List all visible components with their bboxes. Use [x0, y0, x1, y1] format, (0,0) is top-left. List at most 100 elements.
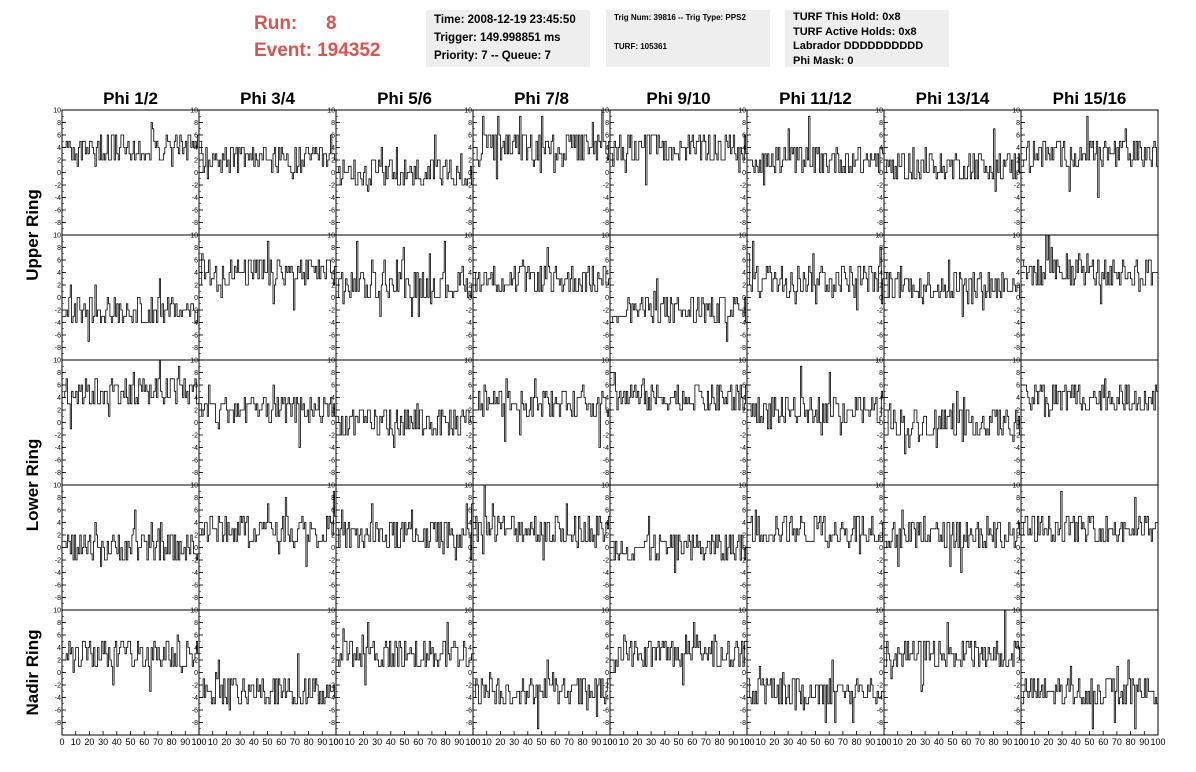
y-tick-label: -2 — [466, 308, 472, 315]
y-tick-label: -2 — [603, 433, 609, 440]
x-tick-label: 50 — [125, 737, 135, 747]
y-tick-label: 10 — [190, 483, 198, 490]
y-tick-label: 6 — [331, 508, 335, 515]
y-tick-label: -8 — [55, 220, 61, 227]
y-tick-label: -2 — [603, 183, 609, 190]
x-tick-label: 20 — [84, 737, 94, 747]
y-tick-label: 0 — [468, 670, 472, 677]
y-tick-label: -2 — [329, 433, 335, 440]
x-tick-label: 90 — [865, 737, 875, 747]
x-tick-label: 90 — [180, 737, 190, 747]
y-tick-label: -8 — [466, 720, 472, 727]
x-tick-label: 80 — [715, 737, 725, 747]
x-tick-label: 40 — [386, 737, 396, 747]
y-tick-label: -4 — [1014, 195, 1020, 202]
y-tick-label: 8 — [742, 495, 746, 502]
y-tick-label: -6 — [55, 458, 61, 465]
y-tick-label: -4 — [55, 195, 61, 202]
waveform-trace — [337, 503, 474, 561]
x-tick-label: 0 — [333, 737, 338, 747]
x-tick-label: 40 — [660, 737, 670, 747]
y-tick-label: 0 — [331, 670, 335, 677]
y-tick-label: 8 — [605, 120, 609, 127]
y-tick-label: -8 — [1014, 220, 1020, 227]
panel-frame — [472, 359, 611, 486]
y-tick-label: -6 — [740, 333, 746, 340]
waveform-trace — [474, 659, 611, 730]
y-tick-label: 10 — [53, 483, 61, 490]
y-tick-label: 6 — [57, 258, 61, 265]
x-tick-label: 100 — [1013, 737, 1028, 747]
y-tick-label: 4 — [879, 520, 883, 527]
waveform-trace — [885, 609, 1022, 692]
y-tick-label: 10 — [738, 233, 746, 240]
panel-frame — [746, 609, 885, 736]
y-tick-label: -2 — [55, 308, 61, 315]
x-tick-label: 80 — [167, 737, 177, 747]
y-tick-label: 6 — [742, 633, 746, 640]
x-tick-label: 100 — [191, 737, 206, 747]
column-title: Phi 5/6 — [377, 89, 432, 108]
panel-frame — [1020, 484, 1159, 611]
y-tick-label: 0 — [742, 170, 746, 177]
y-tick-label: -2 — [740, 433, 746, 440]
y-tick-label: 6 — [194, 508, 198, 515]
waveform-trace — [748, 365, 885, 436]
y-tick-label: 4 — [57, 145, 61, 152]
y-tick-label: -4 — [1014, 320, 1020, 327]
y-tick-label: 10 — [875, 358, 883, 365]
y-tick-label: 0 — [57, 420, 61, 427]
y-tick-label: -4 — [55, 445, 61, 452]
x-tick-label: 90 — [1139, 737, 1149, 747]
panel-frame — [1020, 359, 1159, 486]
y-tick-label: -2 — [877, 433, 883, 440]
y-tick-label: -2 — [1014, 683, 1020, 690]
y-tick-label: 4 — [605, 395, 609, 402]
y-tick-label: -2 — [740, 308, 746, 315]
y-tick-label: 8 — [331, 245, 335, 252]
waveform-trace — [1022, 234, 1158, 305]
y-tick-label: 0 — [468, 170, 472, 177]
x-tick-label: 50 — [810, 737, 820, 747]
y-tick-label: 6 — [879, 508, 883, 515]
y-tick-label: -4 — [329, 570, 335, 577]
x-tick-label: 70 — [838, 737, 848, 747]
y-tick-label: 6 — [331, 383, 335, 390]
x-tick-label: 30 — [235, 737, 245, 747]
y-tick-label: -4 — [877, 195, 883, 202]
y-tick-label: 10 — [190, 233, 198, 240]
waveform-trace — [885, 509, 1022, 573]
y-tick-label: 10 — [327, 483, 335, 490]
x-tick-label: 100 — [739, 737, 754, 747]
y-tick-label: 6 — [742, 508, 746, 515]
trigger-text: Trigger: 149.998851 ms — [434, 32, 561, 44]
x-tick-label: 0 — [744, 737, 749, 747]
y-tick-label: -6 — [192, 333, 198, 340]
y-tick-label: 8 — [879, 495, 883, 502]
y-tick-label: -8 — [55, 720, 61, 727]
x-tick-label: 10 — [345, 737, 355, 747]
turf-this-hold-text: TURF This Hold: 0x8 — [793, 11, 901, 23]
y-tick-label: 10 — [1012, 358, 1020, 365]
y-tick-label: -8 — [55, 345, 61, 352]
y-tick-label: 2 — [331, 658, 335, 665]
y-tick-label: -6 — [329, 208, 335, 215]
panel-frame — [472, 234, 611, 361]
run-event-header: Run: 8 Event: 194352 — [254, 10, 380, 64]
y-tick-label: 2 — [331, 408, 335, 415]
y-tick-label: -4 — [55, 320, 61, 327]
y-tick-label: 4 — [605, 520, 609, 527]
x-tick-label: 0 — [196, 737, 201, 747]
x-tick-label: 20 — [906, 737, 916, 747]
y-tick-label: 2 — [879, 658, 883, 665]
y-tick-label: 2 — [331, 533, 335, 540]
panel-frame — [609, 109, 748, 236]
y-tick-label: 8 — [879, 370, 883, 377]
x-tick-label: 0 — [470, 737, 475, 747]
y-tick-label: 6 — [742, 133, 746, 140]
y-tick-label: -6 — [55, 708, 61, 715]
x-tick-label: 80 — [1126, 737, 1136, 747]
waveform-trace — [200, 653, 337, 711]
waveform-trace — [885, 390, 1022, 455]
